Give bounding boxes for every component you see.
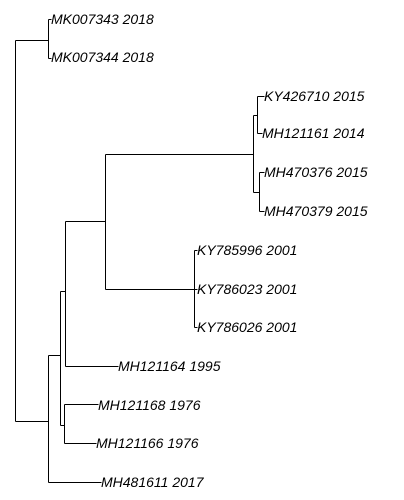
tip-labels: MK007343 2018 MK007344 2018 KY426710 201… [51, 11, 368, 490]
tip-label-mh121164: MH121164 1995 [118, 358, 221, 374]
tip-label-ky426710: KY426710 2015 [264, 88, 365, 104]
tip-label-ky785996: KY785996 2001 [197, 242, 297, 258]
tip-label-mh121161: MH121161 2014 [262, 125, 365, 141]
tip-label-mk007344: MK007344 2018 [51, 49, 154, 65]
tip-label-ky786026: KY786026 2001 [197, 319, 297, 335]
tip-label-ky786023: KY786023 2001 [197, 281, 297, 297]
tip-label-mk007343: MK007343 2018 [51, 11, 154, 27]
tip-label-mh470376: MH470376 2015 [264, 164, 368, 180]
tree-branches [15, 19, 265, 483]
tip-label-mh121166: MH121166 1976 [96, 435, 199, 451]
tip-label-mh481611: MH481611 2017 [101, 474, 205, 490]
tip-label-mh121168: MH121168 1976 [98, 397, 201, 413]
tip-label-mh470379: MH470379 2015 [264, 203, 368, 219]
